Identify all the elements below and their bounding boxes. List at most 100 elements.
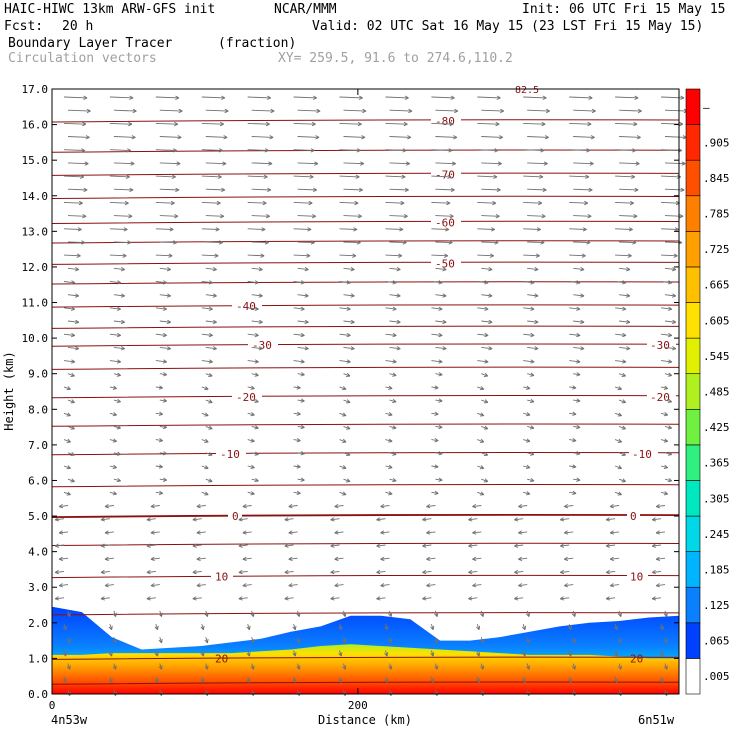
wind-vector — [434, 663, 439, 670]
wind-vector — [609, 504, 620, 509]
wind-vector — [663, 663, 668, 670]
wind-vector — [293, 464, 301, 469]
wind-vector — [523, 491, 531, 496]
isotherm-label-bg — [627, 570, 648, 582]
wind-vector — [296, 663, 301, 670]
wind-vector — [63, 200, 83, 206]
wind-vector — [284, 569, 294, 575]
y-tick-label: 0.0 — [28, 688, 48, 701]
isotherm-label: -80 — [435, 115, 455, 128]
isotherm-label: -40 — [236, 300, 256, 313]
wind-vector — [250, 637, 255, 644]
wind-vector — [201, 465, 209, 470]
wind-vector — [297, 319, 309, 325]
wind-vector — [664, 398, 673, 404]
wind-vector — [67, 478, 75, 483]
wind-vector — [201, 412, 209, 417]
wind-vector — [477, 174, 498, 179]
colorbar-label: .665 — [703, 279, 730, 292]
y-tick-label: 4.0 — [28, 546, 48, 559]
isotherm-label: -60 — [435, 216, 455, 229]
isotherm — [51, 366, 680, 370]
wind-vector — [201, 332, 213, 338]
wind-vector — [527, 372, 535, 377]
wind-vector — [205, 346, 217, 351]
wind-vector — [242, 504, 252, 509]
wind-vector — [205, 161, 227, 166]
wind-vector — [251, 451, 259, 456]
wind-vector — [342, 637, 347, 644]
wind-vector — [655, 583, 666, 588]
wind-vector — [334, 556, 344, 562]
wind-vector — [204, 610, 209, 618]
forecast-hour: 20 h — [62, 19, 94, 34]
wind-vector — [63, 386, 71, 391]
wind-vector — [330, 543, 340, 548]
wind-vector — [196, 556, 206, 562]
isotherm-label: -30 — [252, 339, 272, 352]
colorbar-label: .545 — [703, 350, 730, 363]
isotherm-label: 0 — [232, 510, 239, 523]
wind-vector — [205, 187, 226, 193]
wind-vector — [385, 438, 393, 443]
isotherm-label: 20 — [630, 652, 643, 665]
wind-vector — [476, 676, 481, 683]
wind-vector — [619, 267, 631, 272]
wind-vector — [201, 438, 209, 443]
wind-vector — [477, 227, 496, 232]
wind-vector — [615, 174, 636, 179]
wind-vector — [569, 174, 590, 179]
wind-vector — [293, 174, 314, 179]
isotherm-label-bg — [216, 447, 246, 459]
overlay-name: Circulation vectors — [8, 51, 157, 66]
wind-vector — [67, 108, 91, 114]
isotherm-label: -10 — [220, 448, 240, 461]
wind-vector — [477, 412, 485, 417]
wind-vector — [655, 530, 666, 535]
wind-vector — [108, 623, 113, 631]
wind-vector — [521, 676, 527, 683]
wind-vector — [389, 240, 407, 245]
wind-vector — [619, 293, 631, 298]
wind-vector — [238, 596, 248, 601]
x-start-label: 4n53w — [51, 713, 88, 727]
wind-vector — [569, 490, 577, 496]
wind-vector — [146, 543, 156, 548]
forecast-label: Fcst: — [4, 19, 44, 34]
wind-vector — [660, 280, 673, 285]
wind-vector — [569, 280, 581, 285]
init-time: Init: 06 UTC Fri 15 May 15 — [522, 2, 726, 17]
wind-vector — [155, 464, 164, 469]
wind-vector — [238, 543, 248, 548]
wind-vector — [339, 359, 351, 364]
wind-vector — [569, 332, 581, 338]
isotherm — [51, 220, 680, 224]
wind-vector — [573, 372, 581, 377]
wind-vector — [159, 214, 179, 219]
x-axis-title: Distance (km) — [318, 713, 412, 727]
isotherm — [51, 343, 680, 347]
wind-vector — [525, 637, 531, 644]
wind-vector — [159, 346, 172, 351]
wind-vector — [481, 478, 489, 483]
wind-vector — [339, 280, 351, 285]
wind-vector — [251, 477, 259, 483]
colorbar-label: .365 — [703, 457, 730, 470]
wind-vector — [242, 583, 252, 588]
wind-vector — [67, 346, 80, 351]
isotherm — [51, 612, 680, 616]
wind-vector — [63, 148, 86, 153]
wind-vector — [615, 280, 627, 285]
wind-vector — [655, 556, 666, 562]
wind-vector — [664, 135, 687, 140]
wind-vector — [54, 517, 65, 522]
colorbar-label: .845 — [703, 172, 730, 185]
colorbar-label: .605 — [703, 314, 730, 327]
wind-vector — [388, 663, 393, 670]
wind-vector — [247, 438, 255, 443]
wind-vector — [205, 478, 213, 483]
wind-vector — [664, 477, 673, 483]
wind-vector — [155, 306, 168, 311]
wind-vector — [242, 556, 252, 562]
wind-vector — [201, 280, 213, 285]
